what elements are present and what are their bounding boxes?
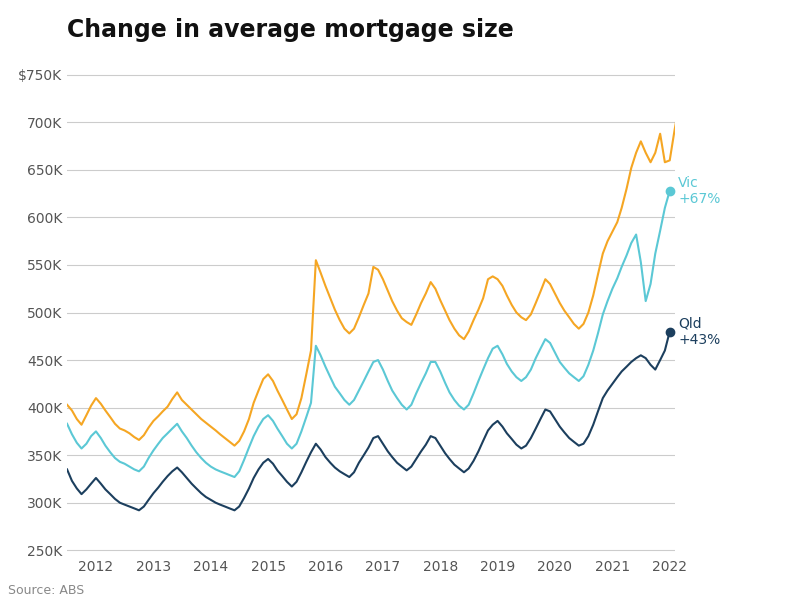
Text: Vic
+67%: Vic +67% (678, 176, 720, 206)
Text: Source: ABS: Source: ABS (8, 584, 84, 597)
Text: Change in average mortgage size: Change in average mortgage size (67, 18, 514, 42)
Text: Qld
+43%: Qld +43% (678, 316, 720, 347)
Text: NSW
+86%: NSW +86% (0, 599, 1, 600)
